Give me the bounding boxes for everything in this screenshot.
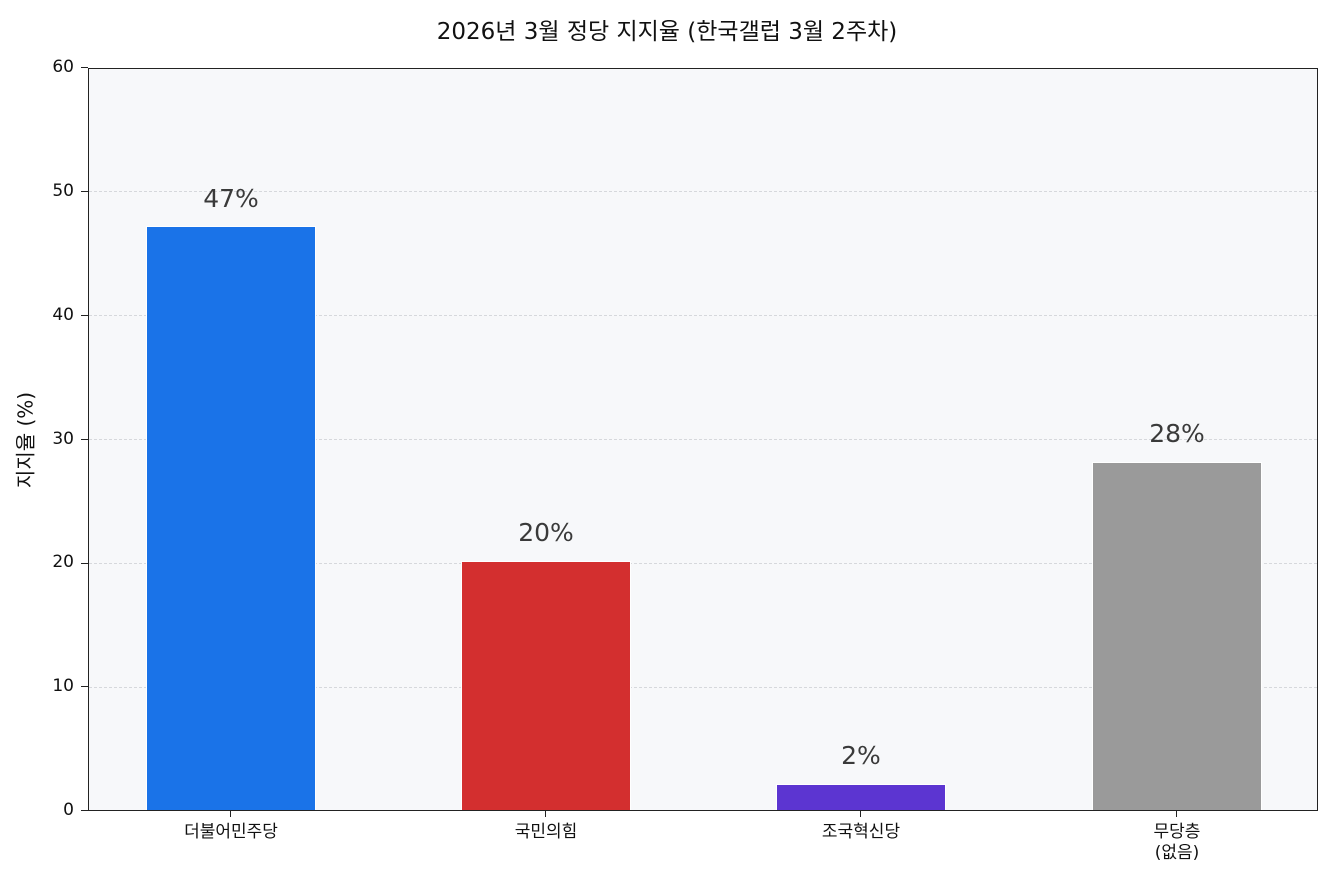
y-tick-label: 20: [52, 552, 74, 573]
y-tick: [81, 810, 88, 812]
gridline: [89, 191, 1317, 193]
bar: [775, 783, 946, 810]
y-tick: [81, 191, 88, 193]
y-tick-label: 60: [52, 57, 74, 77]
gridline: [89, 439, 1317, 440]
y-tick: [81, 314, 88, 316]
y-tick-label: 0: [63, 800, 74, 820]
chart-title: 2026년 3월 정당 지지율 (한국갤럽 3월 2주차): [436, 19, 898, 45]
y-tick-label: 40: [52, 304, 74, 325]
bar-value-label: 2%: [841, 741, 881, 771]
bar-value-label: 28%: [1149, 419, 1205, 449]
x-tick: [545, 811, 547, 817]
plot-area: [88, 68, 1318, 811]
bar: [145, 226, 316, 810]
y-tick-label: 30: [52, 428, 74, 449]
bar: [1091, 461, 1262, 810]
gridline: [89, 562, 1317, 564]
y-tick-label: 10: [52, 676, 74, 697]
x-tick-label: 더불어민주당: [184, 822, 278, 842]
y-tick: [81, 686, 88, 688]
bar-value-label: 47%: [203, 183, 259, 213]
bar: [460, 560, 631, 810]
bar-value-label: 20%: [518, 518, 574, 548]
x-tick-label: 국민의힘: [514, 822, 578, 842]
x-tick: [1176, 811, 1178, 817]
y-tick: [81, 438, 88, 440]
gridline: [89, 686, 1317, 688]
y-tick: [81, 562, 88, 564]
x-tick-label: 무당층 (없음): [1153, 822, 1201, 863]
y-tick-label: 50: [52, 180, 74, 201]
x-tick: [860, 811, 862, 817]
x-tick-label: 조국혁신당: [821, 822, 901, 842]
gridline: [89, 315, 1317, 317]
y-tick: [81, 67, 88, 69]
x-tick: [230, 811, 232, 817]
